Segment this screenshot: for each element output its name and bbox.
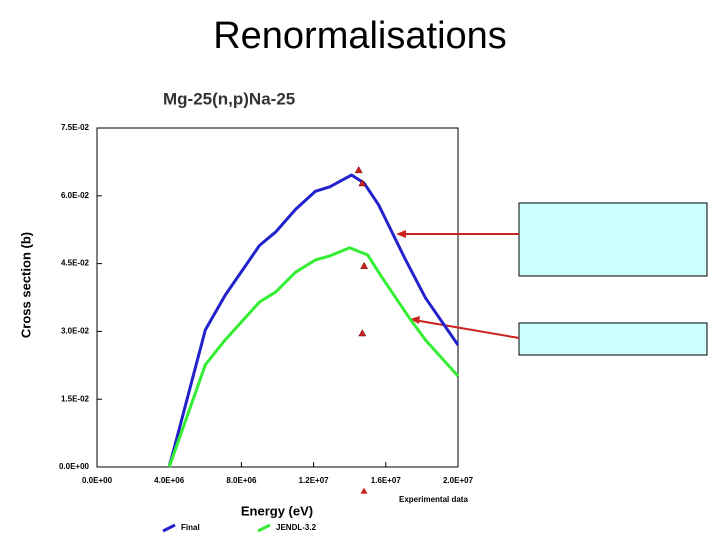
plot-frame xyxy=(96,127,459,468)
x-tick-label: 0.0E+00 xyxy=(82,476,113,485)
arrow-head xyxy=(410,316,420,324)
x-tick-label: 1.6E+07 xyxy=(371,476,402,485)
chart-title: Mg-25(n,p)Na-25 xyxy=(163,89,295,108)
legend-swatch xyxy=(162,523,176,533)
y-axis-label: Cross section (b) xyxy=(18,232,33,338)
arrow xyxy=(413,319,520,339)
callout-box xyxy=(518,322,708,356)
callout-box xyxy=(518,202,708,277)
y-tick-label: 0.0E+00 xyxy=(59,462,90,471)
legend-label: JENDL-3.2 xyxy=(276,523,317,532)
y-tick-label: 3.0E-02 xyxy=(61,327,90,336)
y-tick-label: 6.0E-02 xyxy=(61,191,90,200)
x-tick-label: 1.2E+07 xyxy=(299,476,330,485)
data-line xyxy=(167,246,460,468)
legend-swatch xyxy=(257,523,271,533)
x-tick-label: 2.0E+07 xyxy=(443,476,474,485)
y-tick-label: 7.5E-02 xyxy=(61,123,90,132)
x-tick-label: 8.0E+06 xyxy=(226,476,257,485)
slide-title: Renormalisations xyxy=(213,15,507,57)
arrow-head xyxy=(396,230,406,238)
x-axis-label: Energy (eV) xyxy=(241,503,313,518)
y-tick-label: 4.5E-02 xyxy=(61,259,90,268)
legend-label: Final xyxy=(181,523,200,532)
data-line xyxy=(167,173,460,468)
y-tick-label: 1.5E-02 xyxy=(61,394,90,403)
x-tick-label: 4.0E+06 xyxy=(154,476,185,485)
data-point xyxy=(354,166,363,174)
data-point xyxy=(358,329,367,337)
data-point xyxy=(360,261,369,269)
legend-swatch xyxy=(360,487,368,494)
data-point xyxy=(358,179,367,187)
legend-label: Experimental data xyxy=(399,495,468,504)
